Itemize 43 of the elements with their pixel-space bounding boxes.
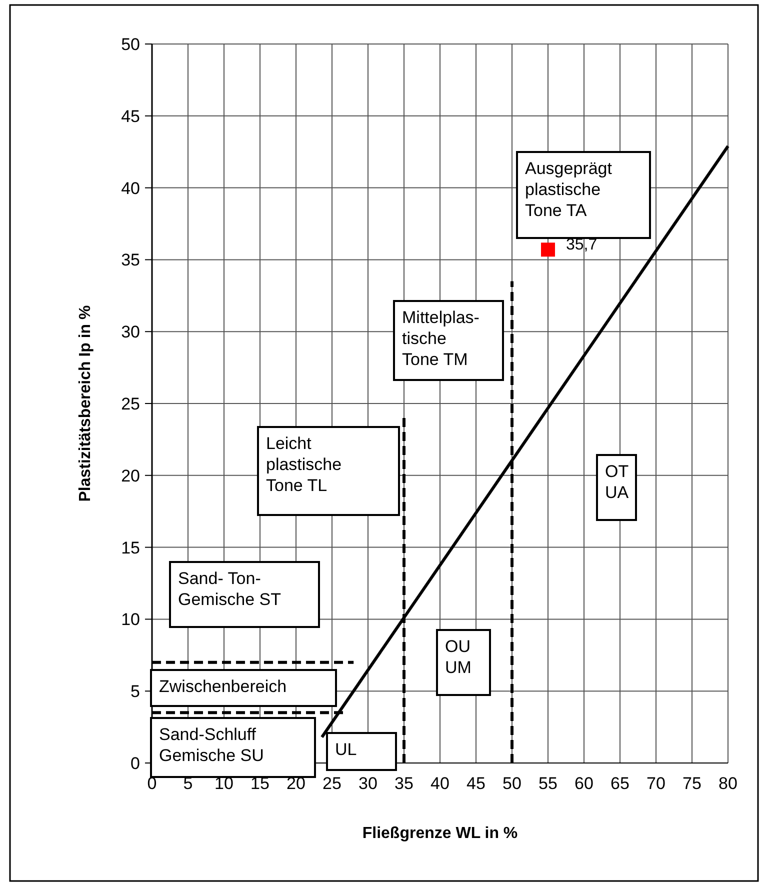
x-axis-title: Fließgrenze WL in % bbox=[362, 825, 518, 842]
annotation: Zwischenbereich bbox=[159, 677, 287, 696]
annotation: Leicht plastische Tone TL bbox=[266, 434, 342, 495]
text-box: Mittelplas- tische Tone TM bbox=[393, 300, 504, 381]
y-tick-label: 30 bbox=[121, 322, 140, 342]
y-axis-title: Plastizitätsbereich Ip in % bbox=[77, 305, 94, 502]
text-box: OT UA bbox=[596, 454, 637, 521]
y-tick-label: 5 bbox=[130, 682, 140, 702]
text-box: UL bbox=[326, 732, 397, 771]
x-tick-label: 45 bbox=[466, 774, 486, 793]
y-tick-label: 40 bbox=[121, 178, 140, 198]
text-box: Ausgeprägt plastische Tone TA bbox=[516, 151, 651, 239]
annotation: Sand-Schluff Gemische SU bbox=[159, 725, 264, 765]
y-tick-label: 15 bbox=[121, 538, 140, 558]
annotation: OU UM bbox=[445, 637, 472, 677]
y-tick-label: 20 bbox=[121, 466, 140, 486]
x-tick-label: 50 bbox=[502, 774, 522, 793]
y-tick-label: 25 bbox=[121, 394, 140, 414]
x-tick-label: 70 bbox=[646, 774, 666, 793]
y-tick-label: 0 bbox=[130, 754, 140, 773]
text-box: Sand- Ton- Gemische ST bbox=[169, 561, 320, 628]
x-tick-label: 30 bbox=[358, 774, 378, 793]
x-tick-label: 55 bbox=[538, 774, 558, 793]
annotation: UL bbox=[335, 740, 357, 759]
x-tick-label: 25 bbox=[322, 774, 342, 793]
annotation: Ausgeprägt plastische Tone TA bbox=[525, 159, 612, 220]
annotation: OT UA bbox=[605, 462, 630, 502]
text-box: OU UM bbox=[436, 629, 491, 696]
x-tick-label: 40 bbox=[430, 774, 450, 793]
annotation: Mittelplas- tische Tone TM bbox=[402, 308, 480, 369]
x-tick-label: 60 bbox=[574, 774, 594, 793]
text-box: Sand-Schluff Gemische SU bbox=[150, 717, 316, 778]
text-box: Zwischenbereich bbox=[150, 669, 337, 707]
x-tick-label: 65 bbox=[610, 774, 630, 793]
y-tick-label: 50 bbox=[121, 35, 140, 54]
y-tick-label: 35 bbox=[121, 250, 140, 270]
x-tick-label: 75 bbox=[682, 774, 702, 793]
text-box: Leicht plastische Tone TL bbox=[257, 426, 400, 516]
x-tick-label: 80 bbox=[718, 774, 738, 793]
annotation: Sand- Ton- Gemische ST bbox=[178, 569, 281, 609]
y-tick-label: 45 bbox=[121, 106, 140, 126]
x-tick-label: 35 bbox=[394, 774, 414, 793]
y-tick-label: 10 bbox=[121, 610, 140, 630]
